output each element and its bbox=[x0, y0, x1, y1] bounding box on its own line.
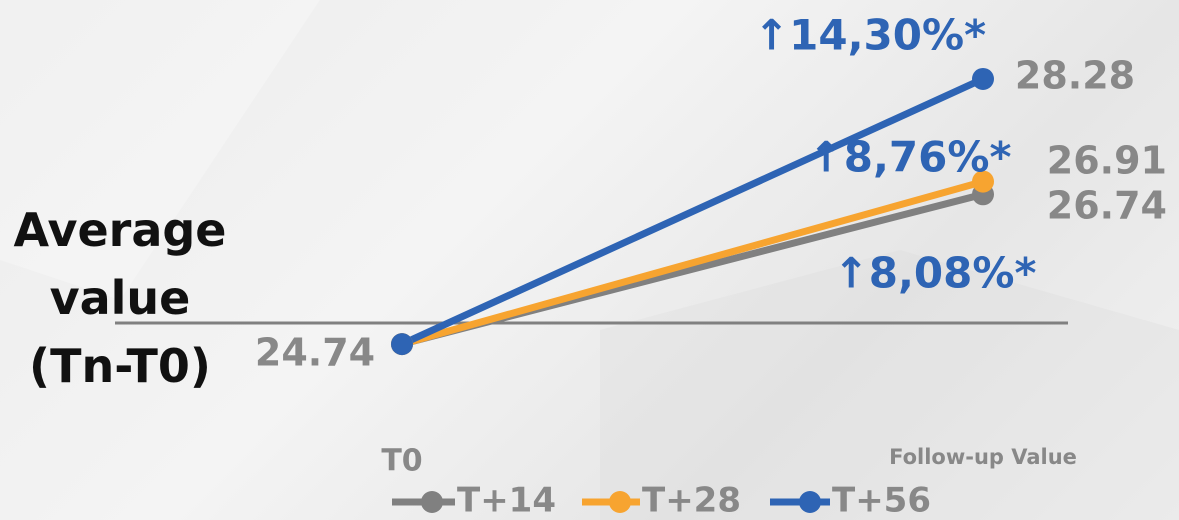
annotation: ↑14,30%* bbox=[754, 11, 986, 60]
data-label: 24.74 bbox=[255, 331, 375, 375]
data-label: 28.28 bbox=[1015, 54, 1135, 98]
point bbox=[391, 333, 413, 356]
legend-marker bbox=[421, 491, 443, 513]
y-axis-label: Average value (Tn-T0) bbox=[13, 203, 227, 393]
series-line bbox=[398, 178, 987, 348]
legend-marker bbox=[609, 491, 631, 513]
legend-label: T+28 bbox=[642, 481, 741, 520]
point bbox=[972, 170, 994, 193]
x-tick-label: T0 bbox=[381, 444, 422, 479]
data-label: 26.74 bbox=[1047, 184, 1167, 228]
legend-marker bbox=[799, 491, 821, 513]
background-shape bbox=[0, 0, 320, 300]
point bbox=[972, 67, 994, 90]
legend-label: T+14 bbox=[457, 481, 556, 520]
background-shape bbox=[600, 250, 1179, 520]
x-tick-label: Follow-up Value bbox=[889, 445, 1077, 469]
data-label: 26.91 bbox=[1047, 139, 1167, 183]
annotation: ↑8,76%* bbox=[809, 133, 1012, 182]
annotation: ↑8,08%* bbox=[834, 249, 1037, 298]
legend-label: T+56 bbox=[832, 481, 931, 520]
series-line bbox=[398, 75, 987, 348]
